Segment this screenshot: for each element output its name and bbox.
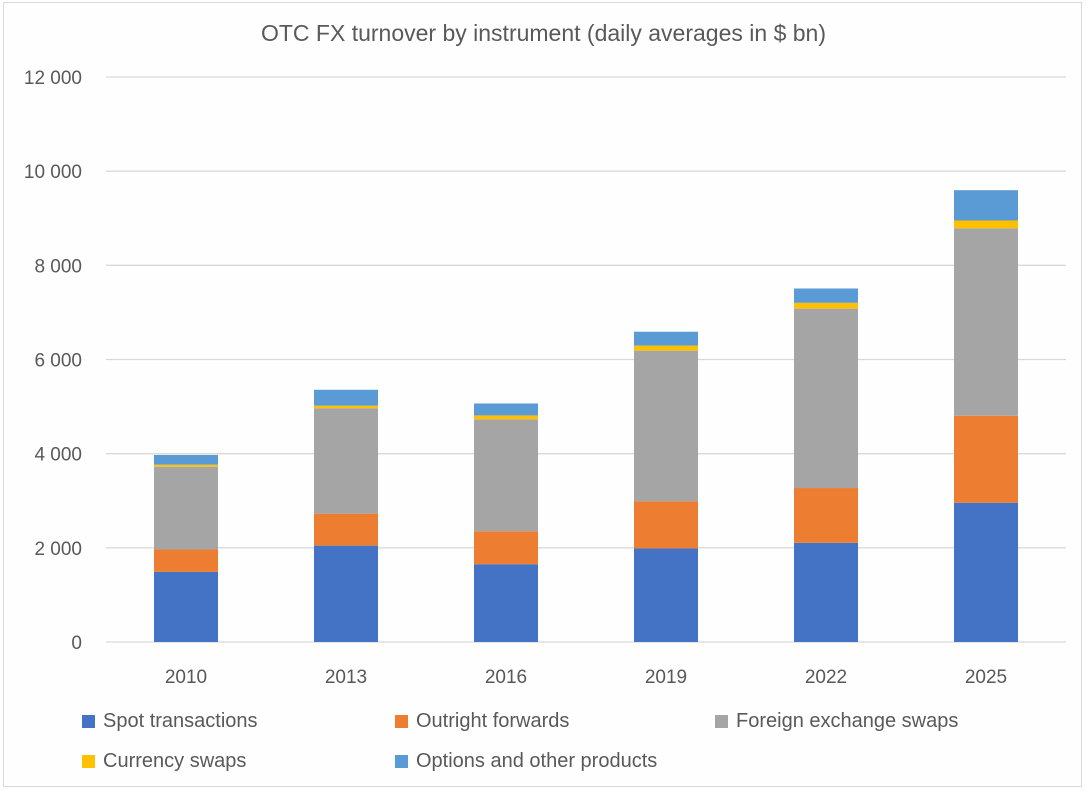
x-tick-label: 2019 (645, 667, 687, 688)
bar-group-2016 (474, 403, 538, 642)
bar-2022-spot-transactions (794, 542, 858, 642)
bar-2022-options-and-other-products (794, 288, 858, 303)
bar-2019-currency-swaps (634, 345, 698, 351)
bar-2025-spot-transactions (954, 502, 1018, 642)
bar-2010-spot-transactions (154, 571, 218, 642)
chart-title: OTC FX turnover by instrument (daily ave… (260, 20, 826, 46)
y-tick-label: 10 000 (24, 162, 82, 183)
bar-group-2013 (314, 389, 378, 642)
bar-2022-outright-forwards (794, 488, 858, 543)
bar-group-2010 (154, 454, 218, 642)
y-tick-label: 8 000 (34, 256, 82, 277)
gridlines (106, 76, 1066, 643)
bar-2013-foreign-exchange-swaps (314, 408, 378, 514)
bar-2019-foreign-exchange-swaps (634, 350, 698, 502)
bar-2016-foreign-exchange-swaps (474, 419, 538, 532)
bar-2019-spot-transactions (634, 548, 698, 642)
x-tick-label: 2025 (965, 667, 1007, 688)
x-tick-label: 2022 (805, 667, 847, 688)
y-tick-label: 4 000 (34, 445, 82, 466)
bar-2022-currency-swaps (794, 302, 858, 309)
bar-group-2019 (634, 331, 698, 642)
bar-2016-options-and-other-products (474, 403, 538, 416)
bar-2013-currency-swaps (314, 405, 378, 409)
bar-2019-options-and-other-products (634, 331, 698, 346)
bar-2025-options-and-other-products (954, 190, 1018, 221)
y-tick-label: 2 000 (34, 539, 82, 560)
y-tick-label: 0 (71, 633, 82, 654)
x-tick-label: 2013 (325, 667, 367, 688)
chart-frame (3, 2, 1082, 787)
bar-group-2022 (794, 288, 858, 642)
bar-group-2025 (954, 190, 1018, 642)
bar-2016-currency-swaps (474, 415, 538, 420)
x-axis-ticks: 2010 2013 2016 2019 2022 2025 (165, 667, 1007, 688)
y-tick-label: 12 000 (24, 68, 82, 89)
y-axis-ticks: 0 2 000 4 000 6 000 8 000 10 000 12 000 (24, 68, 82, 654)
bar-2013-options-and-other-products (314, 389, 378, 406)
bar-2013-outright-forwards (314, 513, 378, 546)
bar-2022-foreign-exchange-swaps (794, 308, 858, 489)
bar-2010-outright-forwards (154, 549, 218, 572)
bar-2013-spot-transactions (314, 545, 378, 642)
bar-2016-outright-forwards (474, 531, 538, 565)
bar-2010-foreign-exchange-swaps (154, 466, 218, 550)
bar-2016-spot-transactions (474, 564, 538, 642)
bar-2019-outright-forwards (634, 501, 698, 549)
x-tick-label: 2016 (485, 667, 527, 688)
bar-2025-currency-swaps (954, 220, 1018, 229)
x-tick-label: 2010 (165, 667, 207, 688)
bar-2010-currency-swaps (154, 464, 218, 467)
y-tick-label: 6 000 (34, 351, 82, 372)
bar-2025-outright-forwards (954, 415, 1018, 503)
bar-2025-foreign-exchange-swaps (954, 228, 1018, 416)
bar-2010-options-and-other-products (154, 454, 218, 465)
bars (154, 190, 1018, 642)
